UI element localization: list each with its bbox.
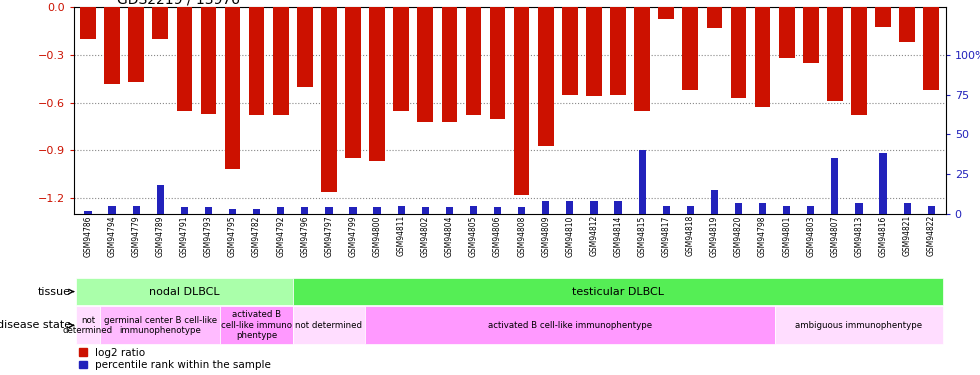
Bar	[176, 8, 192, 111]
Text: disease state: disease state	[0, 320, 72, 330]
Bar	[682, 8, 698, 90]
Bar	[639, 150, 646, 214]
Text: testicular DLBCL: testicular DLBCL	[572, 286, 664, 297]
Bar	[272, 8, 288, 115]
Bar	[783, 206, 790, 214]
Bar	[75, 306, 100, 344]
Text: tissue: tissue	[38, 286, 72, 297]
Bar	[109, 206, 116, 214]
Bar	[808, 206, 814, 214]
Bar	[325, 207, 332, 214]
Bar	[928, 206, 935, 214]
Bar	[398, 206, 405, 214]
Bar	[442, 8, 458, 122]
Bar	[779, 8, 795, 58]
Bar	[157, 185, 164, 214]
Bar	[466, 8, 481, 115]
Bar	[365, 306, 774, 344]
Bar	[542, 201, 550, 214]
Bar	[132, 206, 140, 214]
Bar	[518, 207, 525, 214]
Bar	[104, 8, 120, 84]
Bar	[253, 209, 261, 214]
Bar	[293, 278, 944, 305]
Bar	[494, 207, 501, 214]
Bar	[856, 202, 862, 214]
Bar	[373, 207, 380, 214]
Bar	[369, 8, 385, 161]
Bar	[634, 8, 650, 111]
Bar	[417, 8, 433, 122]
Bar	[249, 8, 265, 115]
Text: activated B
cell-like immuno
phentype: activated B cell-like immuno phentype	[221, 310, 292, 340]
Bar	[538, 8, 554, 146]
Bar	[80, 8, 96, 39]
Bar	[153, 8, 168, 39]
Bar	[831, 158, 839, 214]
Bar	[662, 206, 669, 214]
Bar	[128, 8, 144, 82]
Bar	[84, 211, 91, 214]
Text: GDS2219 / 13976: GDS2219 / 13976	[117, 0, 240, 6]
Bar	[421, 207, 429, 214]
Text: germinal center B cell-like
immunophenotype: germinal center B cell-like immunophenot…	[104, 316, 217, 335]
Bar	[803, 8, 818, 63]
Bar	[900, 8, 915, 42]
Bar	[297, 8, 313, 87]
Text: not
determined: not determined	[63, 316, 113, 335]
Bar	[446, 207, 453, 214]
Bar	[923, 8, 939, 90]
Bar	[180, 207, 188, 214]
Bar	[293, 306, 365, 344]
Bar	[590, 201, 598, 214]
Bar	[566, 201, 573, 214]
Bar	[469, 206, 477, 214]
Bar	[735, 202, 742, 214]
Bar	[514, 8, 529, 195]
Bar	[611, 8, 626, 95]
Bar	[774, 306, 944, 344]
Bar	[904, 202, 910, 214]
Bar	[755, 8, 770, 108]
Bar	[229, 209, 236, 214]
Bar	[827, 8, 843, 101]
Bar	[220, 306, 293, 344]
Bar	[759, 202, 766, 214]
Bar	[321, 8, 337, 192]
Bar	[875, 8, 891, 27]
Bar	[586, 8, 602, 96]
Bar	[710, 190, 718, 214]
Bar	[490, 8, 506, 118]
Bar	[614, 201, 621, 214]
Bar	[224, 8, 240, 170]
Bar	[687, 206, 694, 214]
Bar	[301, 207, 309, 214]
Text: activated B cell-like immunophentype: activated B cell-like immunophentype	[488, 321, 652, 330]
Bar	[350, 207, 357, 214]
Bar	[707, 8, 722, 28]
Text: nodal DLBCL: nodal DLBCL	[149, 286, 220, 297]
Text: not determined: not determined	[295, 321, 363, 330]
Legend: log2 ratio, percentile rank within the sample: log2 ratio, percentile rank within the s…	[78, 348, 271, 370]
Bar	[659, 8, 674, 19]
Bar	[393, 8, 409, 111]
Bar	[879, 153, 887, 214]
Bar	[205, 207, 212, 214]
Bar	[277, 207, 284, 214]
Bar	[75, 278, 293, 305]
Bar	[852, 8, 866, 115]
Bar	[562, 8, 577, 95]
Bar	[100, 306, 220, 344]
Bar	[345, 8, 361, 158]
Bar	[201, 8, 217, 114]
Text: ambiguous immunophentype: ambiguous immunophentype	[796, 321, 922, 330]
Bar	[731, 8, 747, 98]
